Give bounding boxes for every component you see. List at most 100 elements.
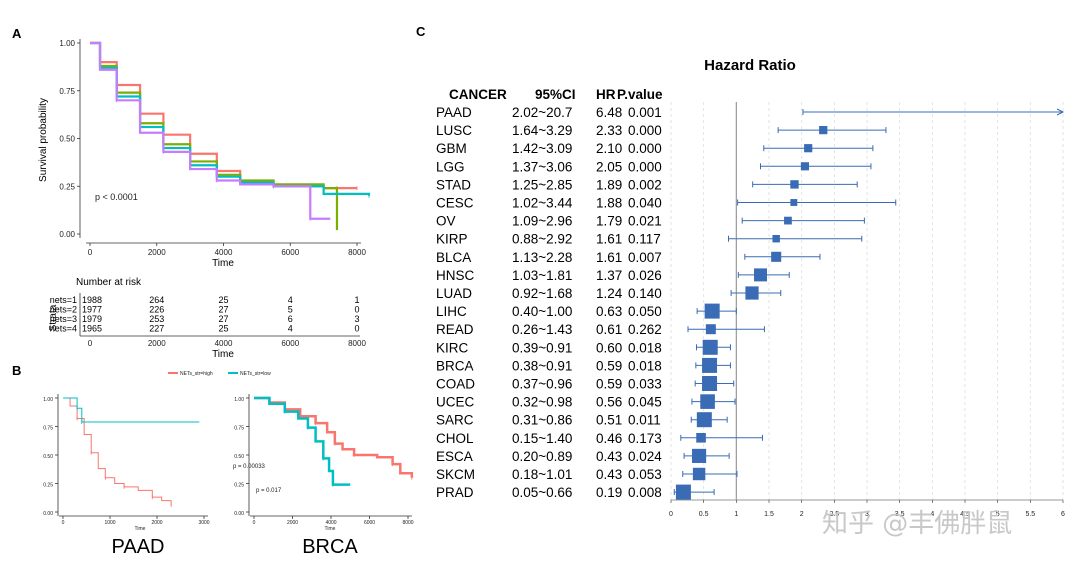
x-tick-label: 3 [865, 511, 869, 518]
row-ci: 0.31~0.86 [512, 413, 572, 428]
hr-marker [745, 286, 759, 300]
row-pvalue: 0.117 [628, 232, 661, 247]
y-tick-label: 1.00 [43, 397, 53, 403]
risk-cell: 27 [218, 314, 228, 324]
hr-marker [702, 339, 718, 355]
hr-marker [692, 467, 706, 481]
row-ci: 0.20~0.89 [512, 449, 572, 464]
forest-plot: Hazard Ratio 0 0.5 1 1.5 2 2.5 3 3.5 4 4.5 5 5.5 6CA… [436, 57, 1065, 518]
row-hr: 0.59 [596, 377, 622, 392]
x-axis-title-brca: Time [325, 526, 336, 532]
y-tick-label: 0.75 [234, 426, 244, 432]
row-pvalue: 0.007 [628, 250, 662, 265]
hr-marker [675, 484, 691, 500]
row-ci: 0.40~1.00 [512, 304, 572, 319]
row-cancer: KIRP [436, 232, 468, 247]
risk-cell: 6 [288, 314, 293, 324]
x-tick-label: 0 [88, 248, 93, 257]
panel-label-c: C [416, 24, 426, 39]
row-pvalue: 0.021 [628, 214, 662, 229]
p-value-brca: p = 0.017 [256, 488, 282, 494]
row-pvalue: 0.173 [628, 431, 662, 446]
x-tick-label: 2 [800, 511, 804, 518]
row-ci: 0.39~0.91 [512, 340, 572, 355]
row-pvalue: 0.040 [628, 196, 662, 211]
strata-label: Strata [48, 304, 59, 331]
watermark: 知乎 @丰佛胖鼠 [822, 509, 1012, 539]
y-tick-label: 0.25 [234, 483, 244, 489]
risk-x-tick-label: 8000 [348, 339, 366, 348]
legend-label: NETs_str=low [240, 371, 271, 377]
hr-marker [704, 303, 720, 319]
hr-marker [790, 180, 799, 189]
y-tick-label: 0.00 [43, 511, 53, 517]
row-cancer: BRCA [436, 358, 474, 373]
risk-cell: 4 [288, 324, 293, 334]
row-pvalue: 0.011 [628, 413, 661, 428]
risk-cell: 1977 [82, 305, 102, 315]
x-tick-label: 0 [253, 520, 256, 526]
row-hr: 1.88 [596, 196, 622, 211]
hr-marker [696, 433, 706, 443]
risk-cell: 1965 [82, 324, 102, 334]
row-ci: 1.37~3.06 [512, 159, 572, 174]
hr-marker [800, 162, 810, 171]
row-ci: 1.42~3.09 [512, 141, 572, 156]
survival-curve-nets-2 [90, 41, 339, 231]
ci-arrow [1056, 108, 1065, 116]
survival-curve-nets-1 [90, 41, 357, 190]
hr-marker [754, 268, 767, 282]
km-plot-a: Survival probability Time p < 0.0001 0.0… [38, 39, 371, 269]
y-tick-label: 0.50 [59, 135, 75, 144]
y-tick-label: 1.00 [59, 39, 75, 48]
hr-marker [804, 144, 813, 153]
risk-cell: 253 [149, 314, 164, 324]
risk-row-label: nets=2 [50, 305, 77, 315]
column-header-hr: HR [596, 87, 616, 102]
row-ci: 1.02~3.44 [512, 196, 573, 211]
row-cancer: COAD [436, 377, 475, 392]
row-ci: 1.13~2.28 [512, 250, 572, 265]
row-hr: 0.19 [596, 485, 622, 500]
row-ci: 0.32~0.98 [512, 395, 572, 410]
column-header-pvalue: P.value [617, 87, 663, 102]
risk-table: Number at risk Strata Time nets=1 1988 264… [48, 277, 366, 360]
y-tick-label: 0.00 [234, 511, 244, 517]
y-tick-label: 0.75 [43, 426, 53, 432]
legend-b: NETs_str=high NETs_str=low [168, 371, 271, 377]
x-tick-label: 6 [1061, 511, 1065, 518]
row-cancer: SARC [436, 413, 474, 428]
x-tick-label: 6000 [281, 248, 299, 257]
legend-label: NETs_str=high [180, 371, 213, 377]
risk-x-tick-label: 4000 [215, 339, 233, 348]
risk-cell: 4 [288, 295, 293, 305]
row-cancer: STAD [436, 177, 471, 192]
column-header-cancer: CANCER [449, 87, 507, 102]
risk-cell: 1979 [82, 314, 102, 324]
row-pvalue: 0.262 [628, 322, 662, 337]
row-ci: 0.05~0.66 [512, 485, 572, 500]
row-hr: 0.63 [596, 304, 622, 319]
row-cancer: SKCM [436, 467, 475, 482]
row-ci: 2.02~20.7 [512, 105, 572, 120]
y-tick-label: 0.75 [59, 87, 75, 96]
row-ci: 0.38~0.91 [512, 358, 572, 373]
y-tick-label: 0.50 [43, 454, 53, 460]
x-axis-title-paad: Time [135, 526, 146, 532]
row-hr: 0.43 [596, 449, 622, 464]
row-ci: 1.03~1.81 [512, 268, 572, 283]
row-ci: 1.64~3.29 [512, 123, 572, 138]
hr-marker [700, 394, 715, 409]
risk-x-tick-label: 0 [88, 339, 93, 348]
row-pvalue: 0.018 [628, 340, 662, 355]
forest-title: Hazard Ratio [704, 57, 796, 74]
x-tick-label: 1 [734, 511, 738, 518]
row-hr: 1.61 [596, 250, 622, 265]
risk-cell: 227 [149, 324, 164, 334]
row-cancer: CHOL [436, 431, 474, 446]
hr-marker [702, 357, 718, 373]
row-pvalue: 0.000 [628, 141, 662, 156]
risk-x-title: Time [212, 349, 234, 360]
row-cancer: LUSC [436, 123, 472, 138]
risk-cell: 0 [354, 324, 359, 334]
